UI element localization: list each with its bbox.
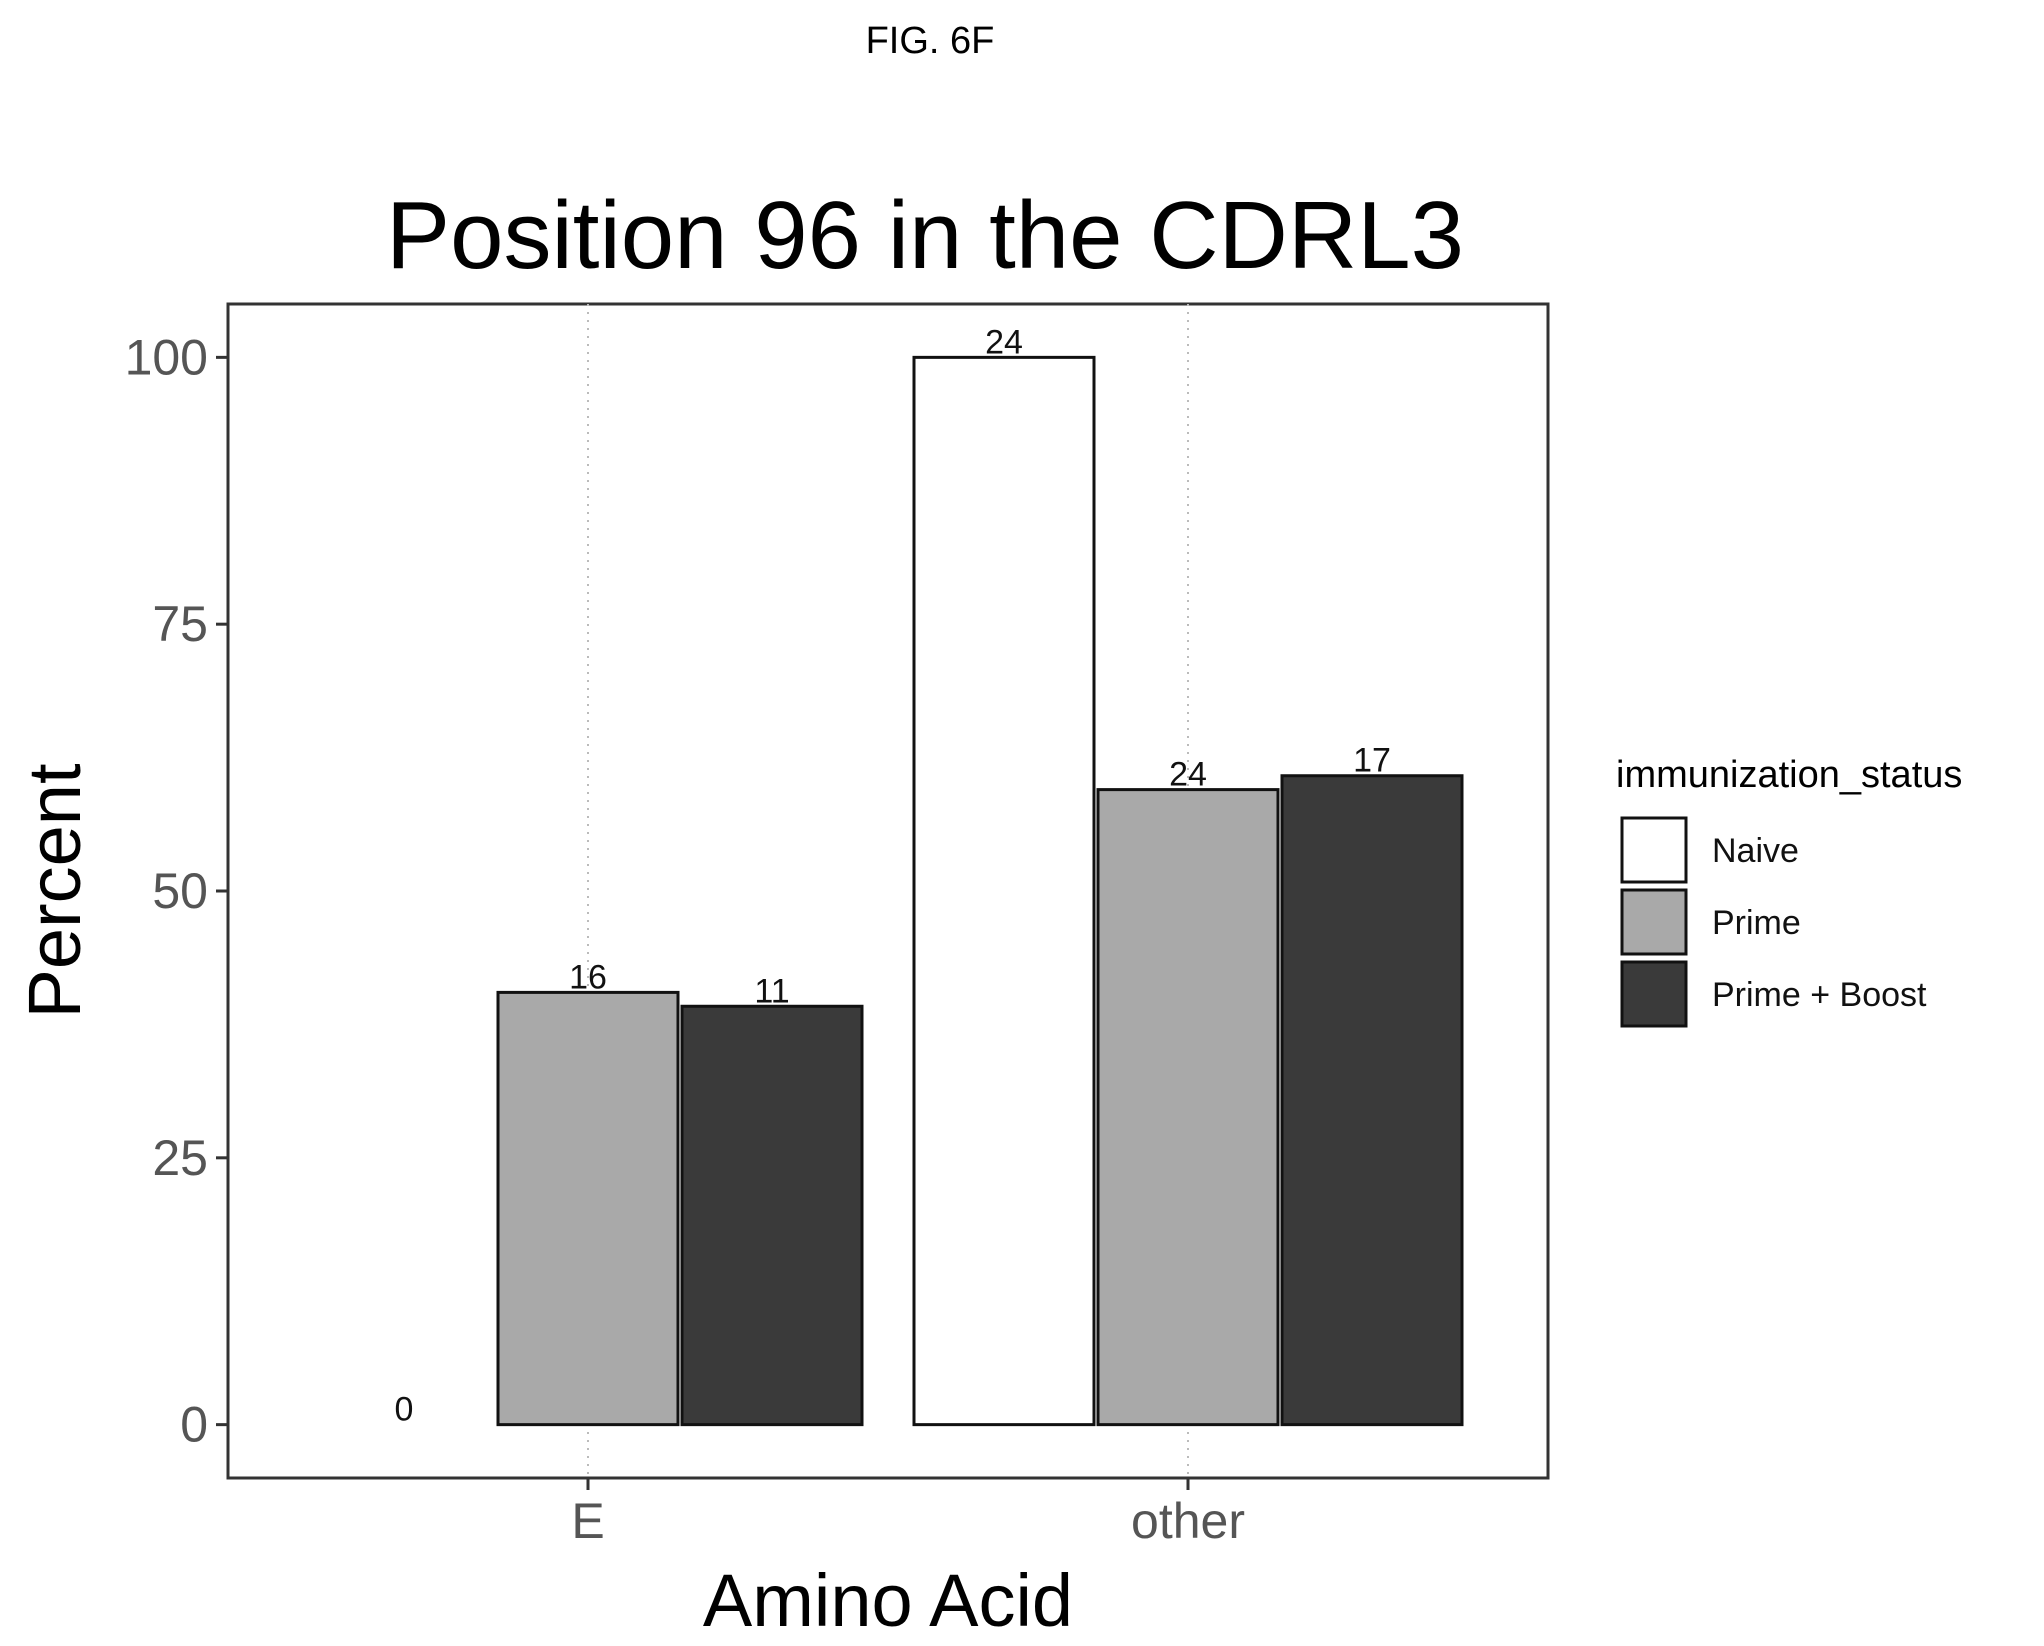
bar-other-prime: [1096, 788, 1280, 1427]
legend-key-prime: [1620, 888, 1688, 956]
y-tick-label-50: 50: [152, 863, 208, 919]
legend-title: immunization_status: [1616, 754, 1962, 796]
legend-key-naive: [1620, 816, 1688, 884]
legend-key-prime-boost: [1620, 960, 1688, 1028]
bar-label-other-naive: 24: [985, 323, 1023, 361]
legend-label-prime-boost: Prime + Boost: [1712, 976, 1927, 1014]
y-axis-title: Percent: [13, 763, 96, 1018]
bar-E-prime: [496, 990, 680, 1427]
bars-layer: [496, 355, 1464, 1427]
y-tick-label-100: 100: [125, 329, 208, 385]
x-axis-title: Amino Acid: [703, 1559, 1073, 1642]
y-tick-label-75: 75: [152, 596, 208, 652]
legend-label-naive: Naive: [1712, 832, 1799, 870]
legend-items: Naive Prime Prime + Boost: [1620, 816, 1927, 1028]
y-tick-label-0: 0: [180, 1397, 208, 1453]
legend-label-prime: Prime: [1712, 904, 1801, 942]
chart-title: Position 96 in the CDRL3: [386, 182, 1464, 289]
legend: immunization_status Naive Prime Prime + Bo…: [1616, 754, 1962, 1028]
bar-label-E-naive: 0: [395, 1391, 414, 1429]
y-axis: 0 25 50 75 100: [125, 329, 228, 1453]
bar-label-other-prime-boost: 17: [1353, 742, 1391, 780]
x-tick-label-E: E: [571, 1493, 604, 1549]
bar-E-prime-boost: [680, 1004, 864, 1427]
x-tick-label-other: other: [1131, 1493, 1245, 1549]
y-tick-label-25: 25: [152, 1130, 208, 1186]
bar-labels-layer: 0 24 16 24 11 17: [395, 323, 1391, 1428]
bar-other-prime-boost: [1280, 774, 1464, 1427]
figure-label: FIG. 6F: [865, 20, 995, 62]
bar-label-E-prime: 16: [569, 958, 607, 996]
bar-other-naive: [912, 355, 1096, 1427]
bar-label-E-prime-boost: 11: [754, 972, 789, 1010]
bar-label-other-prime: 24: [1169, 756, 1207, 794]
